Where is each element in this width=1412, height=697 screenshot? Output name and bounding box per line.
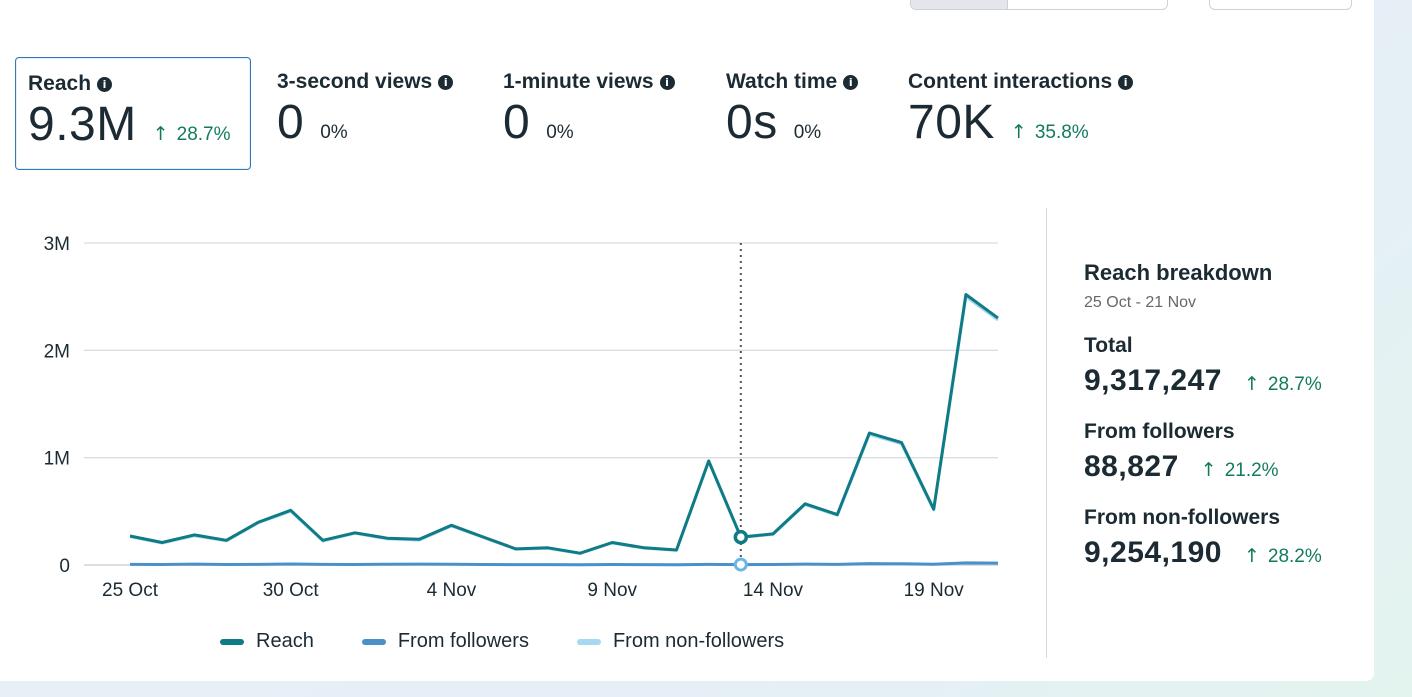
breakdown-change: ↑ 21.2% (1200, 459, 1279, 481)
x-tick-label: 4 Nov (427, 580, 477, 601)
chart-legend: Reach From followers From non-followers (220, 630, 832, 653)
metric-tab-watch-time[interactable]: Watch time i 0s 0% (726, 70, 859, 149)
top-dropdown-button[interactable] (1209, 0, 1352, 10)
reach-breakdown-panel: Reach breakdown 25 Oct - 21 Nov Total 9,… (1084, 260, 1364, 570)
info-icon[interactable]: i (97, 76, 113, 92)
metric-tab-3-second-views[interactable]: 3-second views i 0 0% (277, 70, 454, 149)
breakdown-date-range: 25 Oct - 21 Nov (1084, 294, 1197, 311)
metric-value: 70K (908, 96, 995, 149)
breakdown-value: 88,827 (1084, 450, 1179, 483)
metric-tab-reach[interactable]: Reach i 9.3M ↑ 28.7% (15, 57, 251, 170)
metric-tab-1-minute-views[interactable]: 1-minute views i 0 0% (503, 70, 675, 148)
breakdown-label: From non-followers (1084, 506, 1280, 529)
segmented-control[interactable] (910, 0, 1168, 10)
arrow-up-icon: ↑ (1243, 373, 1260, 395)
series-line-reach (129, 293, 999, 555)
legend-swatch (220, 638, 244, 645)
metric-value: 0 (277, 96, 305, 149)
series-line-from-non-followers (129, 295, 999, 555)
hover-point-reach (733, 529, 749, 545)
metric-label: Watch time (726, 70, 838, 93)
legend-swatch (361, 638, 386, 645)
breakdown-label: From followers (1084, 420, 1235, 443)
info-icon[interactable]: i (659, 74, 675, 90)
metric-change: 0% (546, 122, 574, 143)
y-tick-label: 1M (44, 449, 70, 470)
x-tick-label: 9 Nov (587, 580, 637, 601)
breakdown-value: 9,317,247 (1084, 364, 1222, 397)
legend-item-from-followers[interactable]: From followers (361, 630, 529, 653)
legend-item-reach[interactable]: Reach (220, 630, 314, 653)
metric-change: ↑ 28.7% (152, 123, 231, 145)
breakdown-label: Total (1084, 334, 1133, 357)
legend-label: Reach (256, 630, 314, 652)
arrow-up-icon: ↑ (1010, 121, 1027, 143)
metric-tab-content-interactions[interactable]: Content interactions i 70K ↑ 35.8% (908, 70, 1134, 149)
panel-divider (1046, 208, 1047, 658)
metric-label: Reach (28, 72, 92, 95)
hover-point-from-followers (733, 557, 748, 572)
x-tick-label: 30 Oct (263, 580, 320, 601)
y-tick-label: 3M (44, 234, 70, 255)
info-icon[interactable]: i (1118, 74, 1134, 90)
arrow-up-icon: ↑ (1243, 545, 1260, 567)
legend-label: From followers (397, 630, 529, 652)
reach-line-chart[interactable]: 0 1M 2M 3M 25 Oct 30 Oct 4 Nov 9 Nov 14 Nov 19 No… (0, 0, 1040, 620)
metric-change: 0% (793, 122, 822, 143)
metric-value: 9.3M (28, 98, 137, 151)
metric-value: 0s (726, 96, 778, 149)
x-tick-label: 14 Nov (743, 580, 804, 601)
legend-item-from-non-followers[interactable]: From non-followers (576, 630, 785, 653)
breakdown-item-from-non-followers: From non-followers 9,254,190 ↑ 28.2% (1084, 506, 1364, 570)
legend-swatch (576, 638, 601, 645)
breakdown-item-from-followers: From followers 88,827 ↑ 21.2% (1084, 420, 1364, 484)
metric-value: 0 (503, 96, 531, 149)
breakdown-change: ↑ 28.7% (1243, 373, 1322, 395)
segment-active[interactable] (911, 0, 1008, 9)
metric-change: ↑ 35.8% (1010, 121, 1089, 143)
y-tick-label: 0 (59, 556, 70, 577)
info-icon[interactable]: i (843, 74, 859, 90)
x-tick-label: 19 Nov (904, 580, 965, 601)
legend-label: From non-followers (612, 630, 785, 652)
breakdown-value: 9,254,190 (1084, 536, 1222, 569)
metric-label: 1-minute views (503, 70, 654, 93)
info-icon[interactable]: i (438, 74, 454, 90)
breakdown-change: ↑ 28.2% (1243, 545, 1322, 567)
metric-label: 3-second views (277, 70, 433, 93)
metric-change: 0% (320, 122, 348, 143)
series-line-from-followers (129, 561, 999, 567)
insights-card: Reach i 9.3M ↑ 28.7% 3-second views i 0 0… (0, 0, 1364, 658)
arrow-up-icon: ↑ (1200, 459, 1217, 481)
breakdown-item-total: Total 9,317,247 ↑ 28.7% (1084, 334, 1364, 398)
x-tick-label: 25 Oct (102, 580, 159, 601)
arrow-up-icon: ↑ (152, 123, 169, 145)
metric-label: Content interactions (908, 70, 1113, 93)
breakdown-title: Reach breakdown (1084, 260, 1273, 285)
y-tick-label: 2M (44, 341, 70, 362)
